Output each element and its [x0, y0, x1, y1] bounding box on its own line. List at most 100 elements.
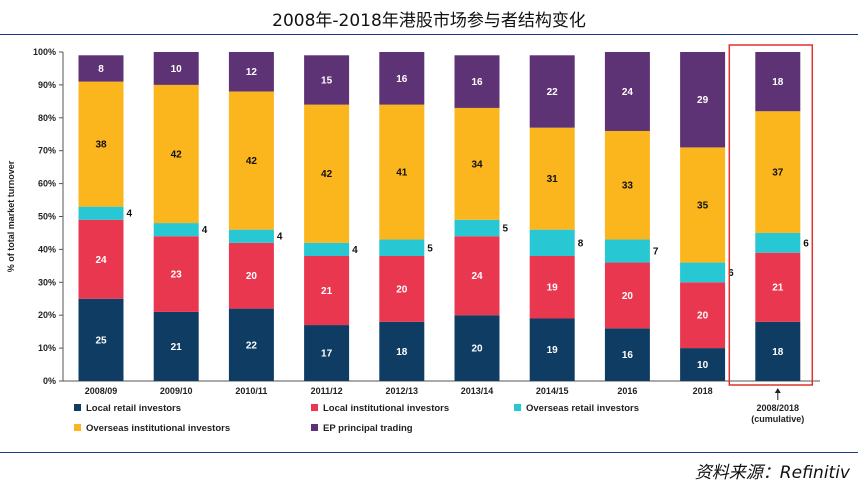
data-label: 12 [246, 67, 258, 78]
bar-segment [454, 315, 500, 381]
bottom-divider [0, 452, 858, 453]
x-tick-label: 2008/09 [85, 386, 118, 396]
data-label: 18 [772, 347, 784, 358]
bar-segment [755, 111, 801, 233]
data-label: 21 [171, 342, 183, 353]
bar-segment [78, 81, 124, 207]
data-label: 37 [772, 168, 784, 179]
bar-segment [228, 308, 274, 381]
data-label: 19 [547, 345, 559, 356]
legend-swatch [514, 404, 521, 411]
data-label: 25 [95, 335, 107, 346]
bar-segment [529, 229, 575, 256]
y-tick-label: 0% [43, 376, 56, 386]
x-tick-label: 2014/15 [536, 386, 569, 396]
data-label: 8 [578, 238, 584, 249]
y-tick-label: 80% [38, 113, 56, 123]
chart-legend: Local retail investors Local institutiona… [74, 403, 639, 434]
legend-label: Overseas institutional investors [86, 423, 230, 434]
data-label: 20 [396, 284, 408, 295]
data-label: 4 [352, 245, 358, 256]
x-tick-label: 2013/14 [461, 386, 494, 396]
data-label: 19 [547, 283, 559, 294]
data-label: 29 [697, 95, 709, 106]
legend-label: Overseas retail investors [526, 403, 639, 414]
data-label: 23 [171, 270, 183, 281]
chart-data-labels: 25 24 4 38 8 21 23 4 42 10 22 20 4 42 12 17 21 4 42 15 18 20 5… [95, 64, 809, 371]
legend-label: Local institutional investors [323, 403, 449, 414]
y-axis-title: % of total market turnover [6, 160, 16, 272]
y-tick-label: 10% [38, 343, 56, 353]
bar-segment [379, 321, 425, 381]
bar-segment [454, 107, 500, 220]
data-label: 18 [772, 77, 784, 88]
highlight-frame [728, 44, 814, 386]
bar-segment [379, 239, 425, 256]
bar-segment [153, 84, 199, 224]
bar-segment [755, 321, 801, 381]
highlight-arrow-head [774, 388, 781, 393]
bar-segment [153, 52, 199, 85]
chart-bars [78, 52, 801, 381]
data-label: 5 [503, 224, 509, 235]
data-label: 31 [547, 174, 559, 185]
bar-segment [304, 104, 350, 243]
bar-segment [153, 223, 199, 237]
data-label: 42 [246, 156, 258, 167]
y-tick-label: 30% [38, 277, 56, 287]
legend-swatch [74, 404, 81, 411]
bar-segment [379, 104, 425, 240]
x-tick-label: 2010/11 [235, 386, 267, 396]
bar-segment [529, 127, 575, 230]
source-note: 资料来源：Refinitiv [694, 463, 850, 483]
data-label: 41 [396, 168, 408, 179]
data-label: 24 [95, 255, 107, 266]
bar-segment [529, 255, 575, 319]
x-tick-label: 2012/13 [386, 386, 419, 396]
bar-segment [755, 52, 801, 112]
bar-segment [680, 262, 726, 283]
data-label: 4 [127, 209, 133, 220]
data-label: 20 [246, 271, 258, 282]
top-divider [0, 34, 858, 35]
bar-segment [529, 55, 575, 128]
data-label: 22 [246, 340, 258, 351]
bar-segment [680, 348, 726, 381]
bar-segment [680, 282, 726, 349]
y-tick-label: 70% [38, 146, 56, 156]
data-label: 21 [321, 286, 333, 297]
bar-segment [228, 91, 274, 230]
data-label: 17 [321, 349, 333, 360]
data-label: 4 [202, 225, 208, 236]
data-label: 16 [471, 77, 483, 88]
x-tick-label: 2016 [617, 386, 637, 396]
data-label: 5 [427, 243, 433, 254]
y-tick-label: 100% [33, 47, 56, 57]
data-label: 34 [471, 159, 483, 170]
bar-segment [153, 311, 199, 381]
bar-segment [304, 325, 350, 381]
bar-segment [379, 255, 425, 322]
bar-segment [454, 219, 500, 237]
bar-segment [78, 55, 124, 82]
data-label: 20 [471, 344, 483, 355]
data-label: 42 [321, 169, 333, 180]
data-label: 16 [622, 350, 634, 361]
page-title: 2008年-2018年港股市场参与者结构变化 [272, 11, 586, 31]
data-label: 18 [396, 347, 408, 358]
bar-segment [680, 147, 726, 263]
bar-segment [228, 52, 274, 92]
chart-x-ticks: 2008/09 2009/10 2010/11 2011/12 2012/13 2013/… [85, 386, 805, 424]
y-tick-label: 50% [38, 212, 56, 222]
bar-segment [78, 219, 124, 299]
data-label: 7 [653, 247, 659, 258]
data-label: 35 [697, 200, 709, 211]
data-label: 10 [697, 360, 709, 371]
x-tick-label: 2009/10 [160, 386, 193, 396]
bar-segment [379, 52, 425, 105]
bar-segment [454, 236, 500, 316]
y-tick-label: 60% [38, 179, 56, 189]
y-tick-label: 90% [38, 80, 56, 90]
data-label: 6 [803, 238, 809, 249]
bar-segment [78, 206, 124, 220]
